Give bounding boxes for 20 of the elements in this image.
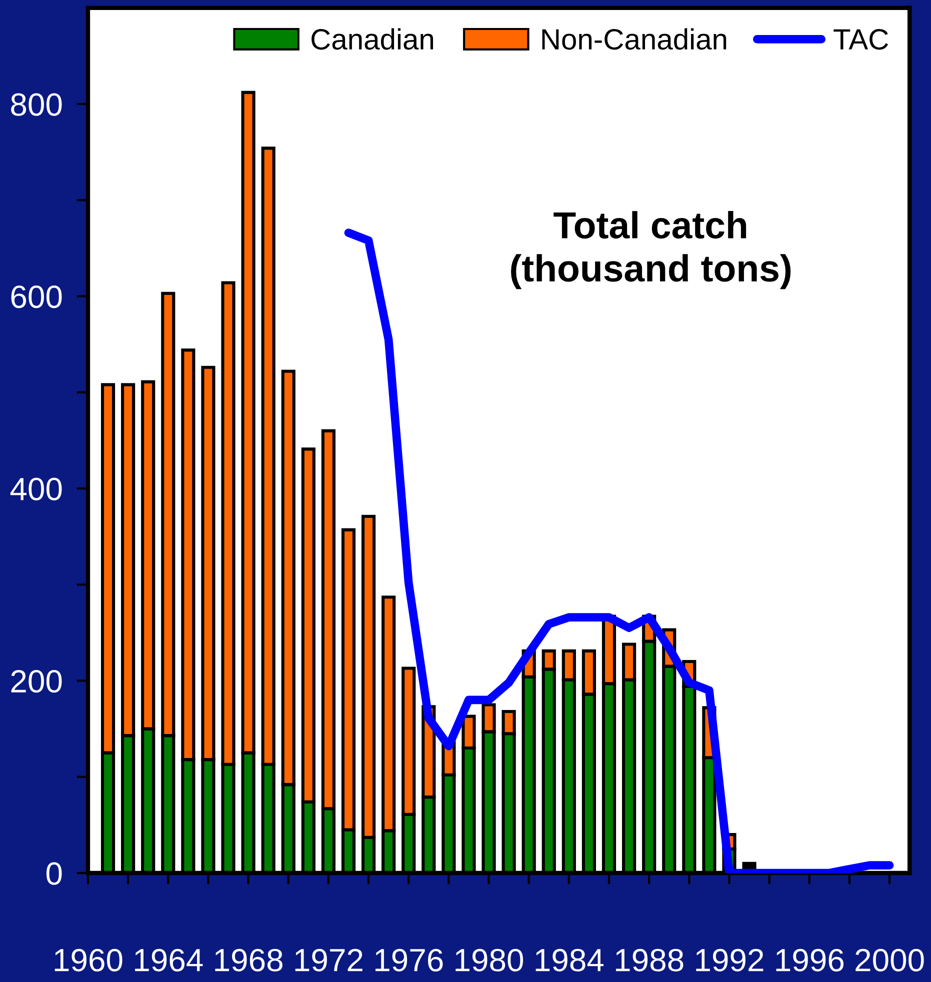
x-tick-label: 1992 — [696, 948, 764, 972]
x-tick-label: 1988 — [616, 948, 684, 972]
x-tick-label: 1972 — [295, 948, 362, 972]
x-tick-label: 1968 — [215, 948, 282, 972]
legend-label: Canadian — [312, 28, 434, 50]
y-tick-label: 200 — [11, 670, 62, 693]
y-tick-label: 600 — [11, 286, 62, 308]
x-tick-label: 1976 — [376, 948, 443, 972]
x-tick-label: 1984 — [536, 948, 604, 972]
text: Total catch (thousand tons) — [511, 211, 791, 290]
y-tick-label: 800 — [11, 93, 62, 116]
x-tick-label: 2000 — [856, 948, 924, 972]
y-tick-label: 400 — [10, 478, 62, 500]
legend-label: TAC — [834, 29, 888, 50]
x-tick-label: 1996 — [776, 948, 844, 972]
y-tick-label: 0 — [46, 862, 62, 885]
x-tick-label: 1964 — [135, 948, 203, 972]
x-tick-label: 1960 — [54, 948, 122, 972]
legend-label: Non-Canadian — [542, 28, 726, 50]
x-tick-label: 1980 — [456, 948, 524, 972]
